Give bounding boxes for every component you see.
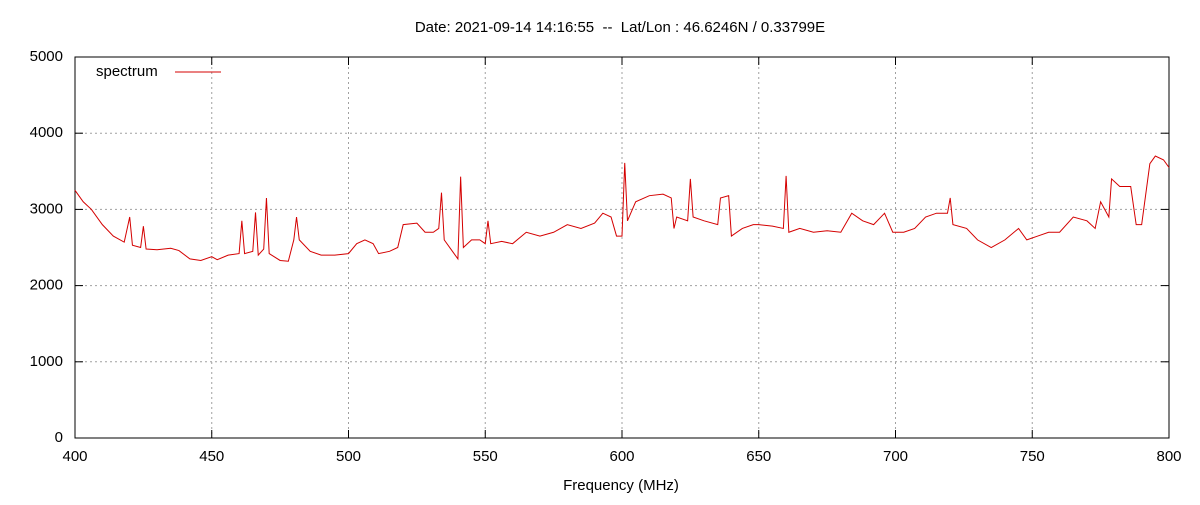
x-tick-label: 800 bbox=[1156, 448, 1181, 465]
y-tick-label: 3000 bbox=[30, 200, 63, 217]
x-tick-label: 600 bbox=[609, 448, 634, 465]
x-tick-label: 700 bbox=[883, 448, 908, 465]
plot-frame bbox=[74, 56, 1170, 439]
y-tick-label: 5000 bbox=[30, 48, 63, 65]
y-tick-label: 4000 bbox=[30, 124, 63, 141]
x-tick-label: 400 bbox=[62, 448, 87, 465]
x-tick-label: 550 bbox=[473, 448, 498, 465]
x-tick-label: 450 bbox=[199, 448, 224, 465]
y-tick-label: 0 bbox=[55, 429, 63, 446]
x-tick-label: 500 bbox=[336, 448, 361, 465]
x-axis-label: Frequency (MHz) bbox=[563, 477, 679, 494]
y-tick-label: 2000 bbox=[30, 277, 63, 294]
spectrum-line bbox=[74, 155, 1170, 262]
x-tick-label: 750 bbox=[1020, 448, 1045, 465]
chart-title: Date: 2021-09-14 14:16:55 -- Lat/Lon : 4… bbox=[415, 19, 825, 36]
x-tick-label: 650 bbox=[746, 448, 771, 465]
y-tick-label: 1000 bbox=[30, 353, 63, 370]
legend-label: spectrum bbox=[96, 63, 158, 80]
